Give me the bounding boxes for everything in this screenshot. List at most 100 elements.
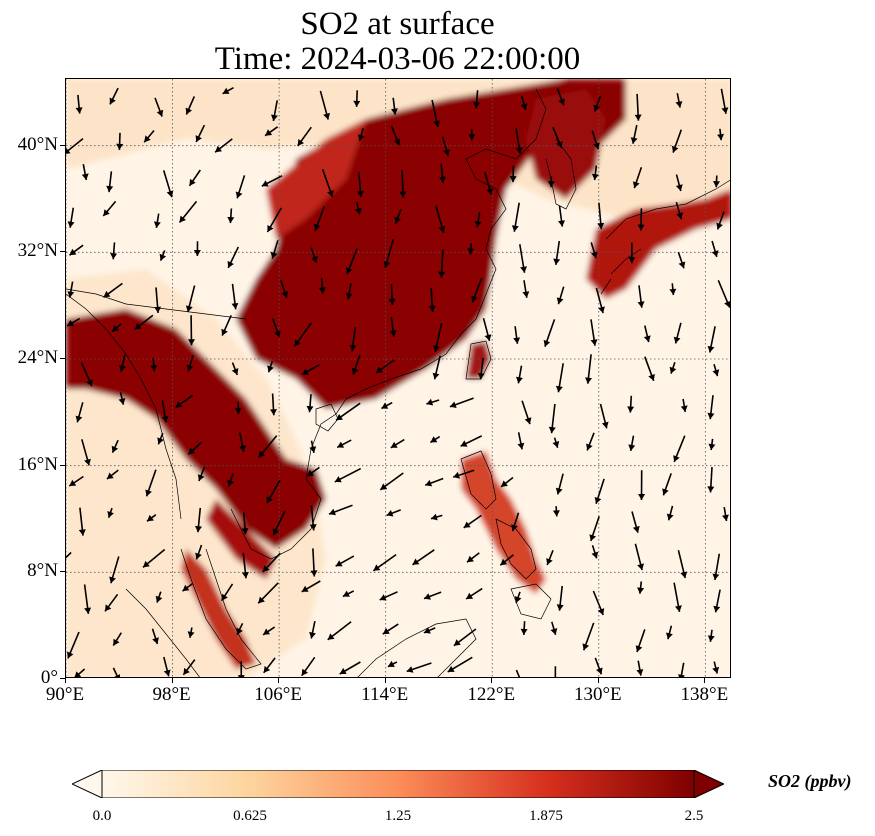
wind-arrow-head — [294, 339, 301, 347]
wind-arrow-head — [163, 669, 171, 677]
wind-arrow-head — [389, 330, 397, 337]
colorbar-body — [101, 770, 695, 798]
wind-arrow-head — [393, 138, 401, 146]
plot-time: Time: 2024-03-06 22:00:00 — [214, 41, 581, 77]
plume-indochina-south — [206, 499, 276, 579]
wind-arrow-head — [669, 288, 677, 295]
wind-arrow-head — [144, 135, 151, 143]
coast-indochina — [230, 448, 322, 560]
wind-arrow-head — [669, 366, 677, 374]
lon-tickmark — [278, 678, 280, 683]
wind-arrow-head — [555, 487, 563, 495]
wind-arrow-head — [594, 497, 602, 504]
wind-arrow-head — [632, 181, 640, 189]
wind-arrow-head — [550, 628, 558, 635]
wind-arrow-head — [552, 510, 560, 517]
wind-arrow-head — [520, 266, 527, 273]
wind-arrow-head — [262, 565, 270, 572]
lon-tickmark — [65, 678, 66, 683]
wind-arrow-head — [711, 250, 719, 257]
wind-arrow-head — [265, 129, 273, 136]
wind-arrow-head — [86, 379, 93, 387]
wind-arrow-head — [215, 145, 222, 153]
wind-arrow-head — [473, 102, 481, 109]
wind-arrow-head — [113, 638, 120, 646]
plume-malay — [181, 549, 256, 669]
wind-arrow-head — [74, 671, 82, 677]
wind-arrow-head — [227, 216, 235, 224]
wind-arrow-head — [589, 534, 597, 541]
wind-arrow-head — [152, 637, 159, 644]
wind-arrow-head — [520, 103, 528, 110]
lon-tickmark — [704, 678, 706, 683]
colorbar-tick-label: 0.0 — [92, 808, 112, 824]
wind-arrow-head — [75, 107, 83, 114]
wind-arrow-head — [591, 551, 599, 559]
wind-arrow-head — [484, 334, 492, 341]
lat-tickmark — [60, 571, 65, 573]
wind-arrow-head — [154, 306, 162, 313]
colorbar-max-extend — [693, 770, 724, 798]
colorbar-tick-label: 1.25 — [384, 808, 412, 824]
wind-arrow-head — [596, 667, 603, 675]
wind-arrow-head — [263, 665, 271, 673]
wind-arrow-head — [438, 226, 446, 233]
coast-japan — [600, 179, 730, 295]
wind-arrow-head — [235, 191, 243, 199]
wind-arrow-head — [391, 108, 398, 115]
wind-arrow-head — [66, 147, 71, 154]
wind-arrow-head — [69, 479, 77, 486]
wind-arrow-head — [231, 303, 239, 310]
wind-arrow-head — [675, 101, 683, 108]
wind-arrow-head — [468, 134, 476, 141]
wind-arrow-shaft — [66, 551, 72, 559]
wind-arrow-head — [147, 514, 154, 522]
wind-arrow-head — [666, 632, 673, 640]
wind-arrow-head — [517, 442, 525, 450]
wind-arrow-head — [336, 413, 343, 421]
coast-mindanao — [510, 583, 552, 620]
colorbar-tick-label: 2.5 — [684, 808, 704, 824]
wind-arrow-head — [678, 674, 685, 677]
wind-arrow-head — [509, 176, 517, 183]
coast-bohai — [465, 88, 547, 190]
wind-arrow-head — [501, 480, 508, 487]
lon-tick-label: 138°E — [680, 684, 729, 705]
wind-arrow-head — [339, 667, 347, 674]
wind-arrow-head — [708, 443, 716, 450]
wind-arrow-head — [186, 364, 194, 372]
wind-arrow-head — [432, 372, 440, 380]
wind-arrow-head — [399, 191, 407, 198]
wind-arrow-head — [195, 135, 202, 142]
wind-arrow-head — [270, 251, 278, 259]
wind-arrow-head — [227, 260, 234, 268]
wind-arrow-head — [189, 178, 196, 186]
wind-arrow-head — [676, 212, 683, 220]
wind-arrow-head — [637, 224, 645, 231]
wind-arrow-head — [428, 305, 436, 312]
wind-arrow-head — [381, 402, 389, 409]
wind-arrow-head — [118, 398, 126, 405]
wind-arrow-head — [379, 594, 387, 601]
wind-arrow-head — [593, 142, 600, 150]
wind-arrow-head — [443, 149, 450, 156]
wind-arrow-head — [666, 513, 674, 521]
wind-arrow-head — [75, 415, 83, 423]
wind-arrow-head — [134, 323, 142, 330]
wind-arrow-head — [721, 107, 729, 114]
wind-arrow-head — [474, 220, 482, 228]
wind-arrow-head — [329, 508, 336, 516]
wind-arrow-head — [323, 112, 330, 120]
wind-arrow-head — [555, 385, 563, 393]
lat-tick-label: 16°N — [17, 453, 58, 475]
lon-tick-label: 114°E — [361, 684, 409, 705]
wind-arrow-head — [425, 479, 433, 487]
wind-arrow-head — [524, 417, 532, 425]
wind-arrow-head — [314, 223, 321, 231]
wind-arrow-head — [675, 184, 683, 191]
wind-arrow-head — [157, 437, 164, 445]
wind-arrow-head — [628, 444, 636, 451]
wind-arrow-shaft — [112, 667, 119, 677]
wind-arrow-head — [433, 120, 440, 127]
wind-arrow-head — [356, 190, 364, 198]
